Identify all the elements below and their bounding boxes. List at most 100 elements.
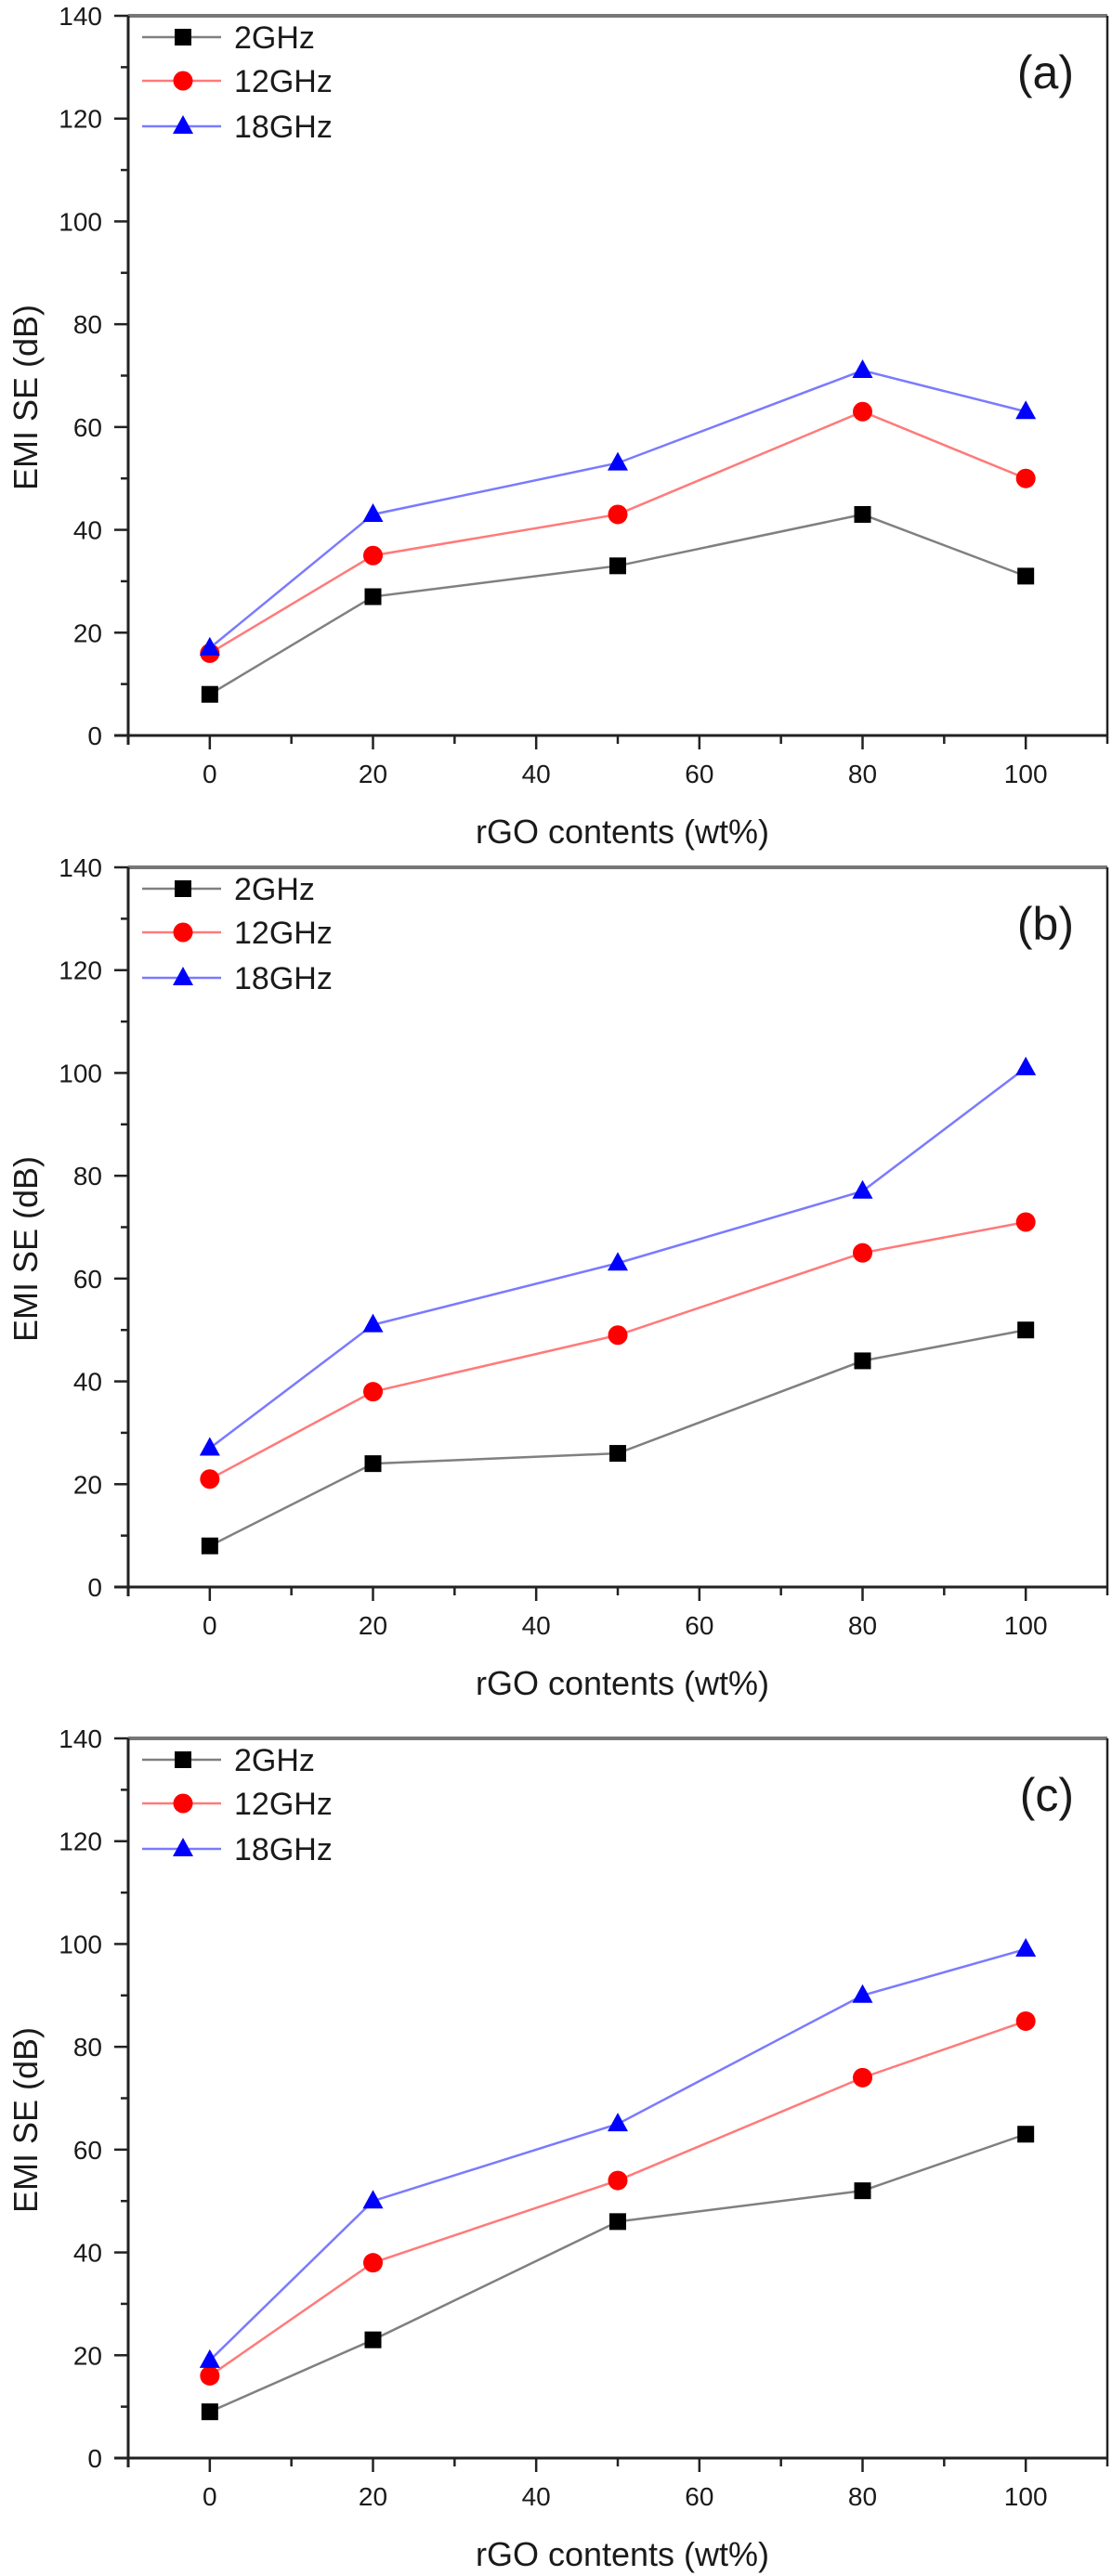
data-point bbox=[609, 2213, 626, 2231]
data-point bbox=[363, 2253, 383, 2273]
y-tick-label: 140 bbox=[59, 1724, 102, 1753]
y-tick-label: 20 bbox=[73, 1470, 102, 1499]
x-axis-title: rGO contents (wt%) bbox=[476, 813, 769, 851]
x-tick-label: 20 bbox=[359, 1611, 387, 1640]
data-point bbox=[609, 1445, 626, 1463]
y-axis-title: EMI SE (dB) bbox=[7, 305, 45, 490]
y-tick-label: 0 bbox=[87, 722, 102, 750]
data-point bbox=[363, 1382, 383, 1402]
legend-label: 12GHz bbox=[234, 1787, 333, 1822]
y-tick-label: 120 bbox=[59, 1828, 102, 1856]
series-line bbox=[209, 2020, 1027, 2377]
chart-panel-a: 0 20 40 60 80 100 120 140 0 20 40 60 80 100 rGO conten… bbox=[7, 2, 1109, 851]
data-point bbox=[852, 1179, 873, 1199]
y-tick-label: 40 bbox=[73, 516, 102, 545]
data-point bbox=[608, 1325, 628, 1346]
legend-label: 12GHz bbox=[234, 64, 333, 99]
data-point bbox=[852, 1984, 873, 2003]
x-axis-title: rGO contents (wt%) bbox=[476, 1664, 769, 1702]
data-point bbox=[1015, 1937, 1037, 1957]
data-point bbox=[1017, 567, 1035, 585]
legend-label: 2GHz bbox=[234, 20, 315, 56]
x-tick-label: 100 bbox=[1004, 760, 1048, 788]
x-tick-label: 60 bbox=[685, 1611, 713, 1640]
legend-marker bbox=[173, 1793, 193, 1814]
chart-panel-b: 0 20 40 60 80 100 120 140 0 20 40 60 80 100 rGO conten… bbox=[7, 853, 1109, 1702]
data-point bbox=[608, 2113, 628, 2132]
data-point bbox=[201, 685, 218, 703]
data-point bbox=[853, 401, 872, 422]
y-tick-label: 140 bbox=[59, 2, 102, 31]
y-tick-label: 100 bbox=[59, 1059, 102, 1087]
legend-marker bbox=[173, 967, 193, 985]
x-tick-label: 20 bbox=[359, 2482, 387, 2511]
x-tick-label: 0 bbox=[203, 760, 217, 788]
legend-label: 18GHz bbox=[234, 961, 333, 996]
y-tick-label: 120 bbox=[59, 105, 102, 134]
data-point bbox=[853, 2067, 872, 2088]
y-tick-label: 60 bbox=[73, 413, 102, 442]
data-point bbox=[201, 2403, 218, 2421]
series-2ghz bbox=[201, 1321, 1035, 1555]
data-point bbox=[1015, 2010, 1036, 2031]
legend: 2GHz 12GHz 18GHz bbox=[142, 872, 333, 996]
data-point bbox=[854, 2182, 871, 2200]
data-point bbox=[608, 2170, 628, 2191]
data-point bbox=[200, 2365, 220, 2386]
data-point bbox=[609, 557, 626, 575]
series-line bbox=[209, 1328, 1027, 1547]
data-point bbox=[199, 636, 220, 656]
y-tick-label: 40 bbox=[73, 1368, 102, 1397]
legend-marker bbox=[175, 29, 191, 46]
series-18ghz bbox=[199, 358, 1037, 656]
y-tick-label: 20 bbox=[73, 2341, 102, 2370]
data-point bbox=[364, 2331, 382, 2348]
series-12ghz bbox=[200, 2010, 1036, 2386]
data-point bbox=[1015, 1056, 1037, 1075]
x-tick-label: 80 bbox=[848, 1611, 877, 1640]
panel-label: (a) bbox=[1017, 46, 1074, 98]
data-point bbox=[1017, 2126, 1035, 2143]
series-18ghz bbox=[199, 1937, 1037, 2368]
legend-marker bbox=[175, 880, 191, 897]
x-tick-label: 40 bbox=[522, 2482, 551, 2511]
y-tick-label: 80 bbox=[73, 310, 102, 339]
data-point bbox=[199, 1437, 220, 1456]
legend-item-18ghz: 18GHz bbox=[142, 961, 333, 996]
y-tick-label: 60 bbox=[73, 1265, 102, 1294]
data-point bbox=[852, 358, 873, 378]
legend-label: 12GHz bbox=[234, 916, 333, 951]
x-tick-label: 60 bbox=[685, 2482, 713, 2511]
legend-item-12ghz: 12GHz bbox=[142, 1787, 333, 1822]
legend-item-18ghz: 18GHz bbox=[142, 110, 333, 145]
y-tick-label: 80 bbox=[73, 1162, 102, 1190]
chart-panel-c: 0 20 40 60 80 100 120 140 0 20 40 60 80 100 rGO conten… bbox=[7, 1724, 1109, 2573]
data-point bbox=[363, 545, 383, 566]
legend: 2GHz 12GHz 18GHz bbox=[142, 1743, 333, 1867]
legend-marker bbox=[175, 1751, 191, 1768]
data-point bbox=[1015, 468, 1036, 488]
series-line bbox=[209, 513, 1027, 696]
series-line bbox=[209, 410, 1027, 655]
data-point bbox=[199, 2348, 220, 2368]
x-tick-label: 20 bbox=[359, 760, 387, 788]
data-point bbox=[608, 451, 628, 471]
series-2ghz bbox=[201, 2126, 1035, 2421]
legend-label: 18GHz bbox=[234, 1832, 333, 1867]
legend-marker bbox=[173, 1838, 193, 1856]
data-point bbox=[364, 588, 382, 605]
data-point bbox=[362, 1313, 384, 1333]
data-point bbox=[608, 504, 628, 525]
series-2ghz bbox=[201, 505, 1035, 703]
legend-item-18ghz: 18GHz bbox=[142, 1832, 333, 1867]
legend-marker bbox=[173, 115, 193, 134]
legend-item-12ghz: 12GHz bbox=[142, 916, 333, 951]
panel-label: (b) bbox=[1017, 898, 1074, 950]
y-tick-label: 0 bbox=[87, 1573, 102, 1602]
data-point bbox=[200, 1469, 220, 1490]
legend-item-2ghz: 2GHz bbox=[142, 1743, 315, 1778]
data-point bbox=[1017, 1321, 1035, 1339]
y-axis-title: EMI SE (dB) bbox=[7, 1156, 45, 1342]
x-tick-label: 80 bbox=[848, 2482, 877, 2511]
